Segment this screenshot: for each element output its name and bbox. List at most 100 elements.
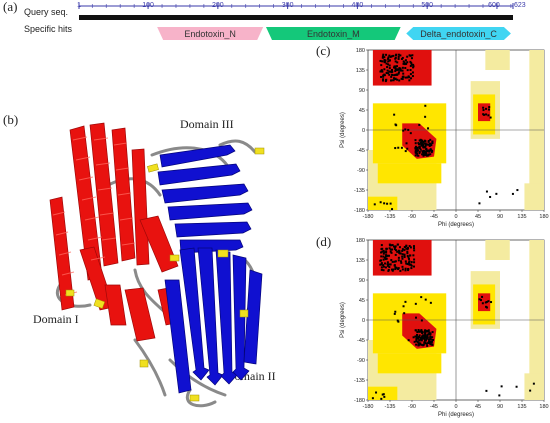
residue-point — [429, 301, 432, 304]
residue-point — [414, 316, 417, 319]
residue-point — [418, 123, 421, 126]
residue-point — [398, 246, 401, 249]
residue-point — [401, 69, 404, 72]
generous-region — [524, 373, 544, 400]
residue-point — [392, 66, 395, 69]
residue-point — [427, 127, 430, 130]
residue-point — [383, 68, 386, 71]
residue-point — [402, 60, 405, 63]
residue-point — [385, 257, 388, 260]
residue-point — [394, 65, 397, 68]
residue-point — [418, 334, 421, 337]
residue-point — [532, 382, 535, 385]
residue-point — [423, 341, 426, 344]
residue-point — [511, 192, 514, 195]
residue-point — [485, 300, 488, 303]
residue-point — [394, 56, 397, 59]
residue-point — [431, 141, 434, 144]
residue-point — [397, 256, 400, 259]
residue-point — [482, 109, 485, 112]
domain-track-svg: 1 100 200 300 400 500 600 623 Endotoxin_N Endoto… — [77, 2, 526, 40]
ruler-tick-label: 400 — [352, 2, 364, 9]
panel-label-d: (d) — [316, 234, 332, 249]
residue-point — [429, 338, 432, 341]
x-axis-label: Phi (degrees) — [438, 412, 474, 418]
residue-point — [413, 261, 416, 264]
residue-point — [402, 75, 405, 78]
residue-point — [389, 263, 392, 266]
residue-point — [490, 301, 493, 304]
residue-point — [380, 244, 383, 247]
residue-point — [529, 389, 532, 392]
residue-point — [428, 144, 431, 147]
residue-point — [426, 344, 429, 347]
domain-hit-label: Endotoxin_M — [307, 29, 360, 39]
x-tick-label: -45 — [430, 214, 438, 220]
residue-point — [406, 252, 409, 255]
residue-point — [383, 56, 386, 59]
residue-point — [405, 142, 408, 145]
residue-point — [425, 152, 428, 155]
residue-point — [402, 129, 405, 132]
residue-point — [498, 394, 501, 397]
residue-point — [401, 66, 404, 69]
residue-point — [391, 269, 394, 272]
core-region-left-helix — [478, 293, 491, 312]
residue-point — [380, 263, 383, 266]
residue-point — [387, 263, 390, 266]
residue-point — [395, 53, 398, 56]
residue-point — [424, 342, 427, 345]
residue-point — [399, 269, 402, 272]
residue-point — [380, 262, 383, 265]
residue-point — [394, 78, 397, 81]
residue-point — [399, 54, 402, 57]
residue-point — [383, 61, 386, 64]
residue-point — [396, 250, 399, 253]
residue-point — [419, 343, 422, 346]
residue-point — [399, 67, 402, 70]
residue-point — [417, 337, 420, 340]
residue-point — [406, 263, 409, 266]
residue-point — [411, 71, 414, 74]
residue-point — [391, 73, 394, 76]
residue-point — [391, 260, 394, 263]
residue-point — [397, 146, 400, 149]
residue-point — [391, 68, 394, 71]
residue-point — [404, 150, 407, 153]
residue-point — [431, 338, 434, 341]
residue-point — [401, 249, 404, 252]
residue-point — [415, 152, 418, 155]
residue-point — [400, 77, 403, 80]
residue-point — [410, 77, 413, 80]
x-tick-label: -135 — [384, 404, 395, 410]
residue-point — [404, 76, 407, 79]
residue-point — [412, 265, 415, 268]
residue-point — [403, 254, 406, 257]
residue-point — [410, 261, 413, 264]
y-tick-label: -90 — [357, 168, 365, 174]
residue-point — [380, 397, 383, 400]
residue-point — [429, 153, 432, 156]
residue-point — [403, 312, 406, 315]
residue-point — [429, 335, 432, 338]
residue-point — [424, 339, 427, 342]
turn-regions — [65, 147, 265, 402]
residue-point — [487, 108, 490, 111]
residue-point — [382, 74, 385, 77]
residue-point — [394, 123, 397, 126]
domain-ii-sheets — [164, 247, 263, 394]
residue-point — [404, 63, 407, 66]
residue-point — [399, 252, 402, 255]
residue-point — [418, 330, 421, 333]
residue-point — [406, 254, 409, 257]
residue-point — [403, 249, 406, 252]
residue-point — [481, 302, 484, 305]
residue-point — [406, 55, 409, 58]
residue-point — [408, 260, 411, 263]
residue-point — [394, 60, 397, 63]
residue-point — [382, 249, 385, 252]
residue-point — [373, 203, 376, 206]
residue-point — [424, 144, 427, 147]
residue-point — [410, 62, 413, 65]
domain-hit-endotoxin-n — [157, 27, 264, 40]
